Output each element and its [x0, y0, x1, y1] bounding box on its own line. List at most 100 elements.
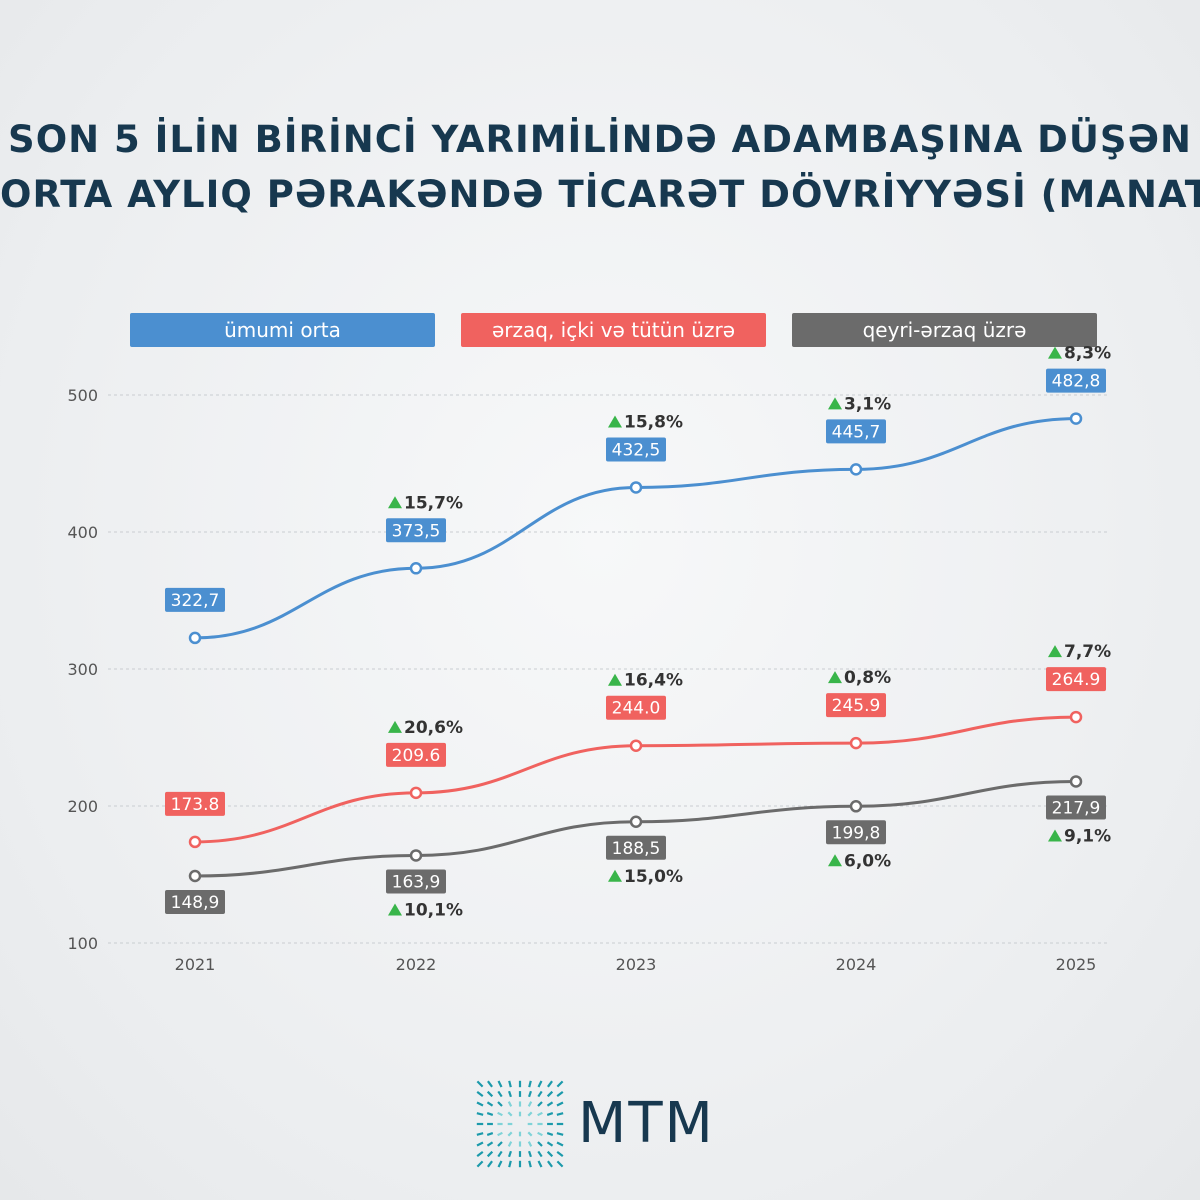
logo-ray [476, 1091, 484, 1097]
logo-ray [486, 1141, 494, 1147]
data-point [1069, 412, 1083, 425]
data-label: 188,5 [612, 839, 661, 859]
logo-ray [487, 1160, 493, 1168]
value-label-box [386, 869, 446, 894]
logo-ray [476, 1080, 484, 1088]
growth-label: 3,1% [844, 394, 891, 414]
logo-ray [476, 1141, 484, 1147]
logo-ray [537, 1101, 543, 1107]
data-label: 445,7 [832, 422, 881, 442]
logo-ray [486, 1101, 494, 1107]
growth-up-icon [828, 671, 842, 684]
growth-label: 16,4% [624, 671, 683, 691]
value-label-box [1046, 667, 1106, 692]
logo-ray [486, 1090, 494, 1098]
data-label: 373,5 [392, 521, 441, 541]
mtm-logo-mark-icon [476, 1080, 564, 1168]
growth-up-icon [388, 496, 402, 509]
data-label: 322,7 [171, 591, 220, 611]
title-line-2: ORTA AYLIQ PƏRAKƏNDƏ TİCARƏT DÖVRİYYƏSİ … [0, 173, 1200, 216]
logo-ray [486, 1150, 494, 1158]
data-point [188, 869, 202, 883]
value-label-box [606, 437, 666, 462]
value-label-box [606, 835, 666, 860]
logo-ray [546, 1112, 554, 1116]
logo-ray [476, 1151, 484, 1157]
data-point [849, 800, 863, 813]
logo-ray [546, 1150, 554, 1158]
logo-ray [497, 1150, 503, 1158]
logo-ray [537, 1090, 543, 1098]
data-point [188, 631, 202, 645]
logo-ray [508, 1160, 512, 1168]
value-label-box [1046, 368, 1106, 393]
growth-up-icon [1048, 346, 1062, 359]
logo-ray [507, 1141, 513, 1147]
logo-ray [486, 1132, 494, 1136]
logo-ray [528, 1150, 532, 1158]
data-label: 173.8 [171, 795, 220, 815]
growth-label: 20,6% [404, 718, 463, 738]
logo-ray [556, 1151, 564, 1157]
growth-label: 6,0% [844, 851, 891, 871]
growth-up-icon [388, 720, 402, 733]
logo-ray [497, 1080, 503, 1088]
data-label: 199,8 [832, 823, 881, 843]
legend-item-umumi-orta: ümumi orta [130, 313, 435, 347]
growth-label: 10,1% [404, 900, 463, 920]
data-label: 264.9 [1052, 670, 1101, 690]
data-point [1069, 775, 1083, 788]
logo-ray [537, 1111, 543, 1117]
x-tick-label: 2024 [836, 955, 877, 974]
value-label-box [386, 742, 446, 767]
growth-up-icon [608, 869, 622, 882]
logo-ray [497, 1111, 503, 1117]
growth-up-icon [608, 415, 622, 428]
legend-item-qeyri-erzaq: qeyri-ərzaq üzrə [792, 313, 1097, 347]
growth-up-icon [1048, 645, 1062, 658]
logo-ray [556, 1160, 564, 1168]
data-point [409, 562, 423, 575]
logo-ray [527, 1141, 533, 1147]
growth-up-icon [388, 903, 402, 916]
y-tick-label: 300 [67, 660, 98, 679]
data-point [1069, 710, 1083, 724]
logo-ray [527, 1131, 533, 1137]
logo-ray [546, 1132, 554, 1136]
value-label-box [386, 518, 446, 543]
data-label: 432,5 [612, 440, 661, 460]
logo-ray [497, 1090, 503, 1098]
logo-ray [537, 1080, 543, 1088]
logo-ray [547, 1160, 553, 1168]
data-point [629, 481, 643, 494]
logo-ray [528, 1160, 532, 1168]
logo-ray [546, 1090, 554, 1098]
logo-ray [497, 1101, 503, 1107]
data-label: 148,9 [171, 893, 220, 913]
x-tick-label: 2025 [1056, 955, 1097, 974]
data-label: 245.9 [832, 696, 881, 716]
data-point [188, 835, 202, 849]
logo-ray [537, 1160, 543, 1168]
legend-item-erzaq: ərzaq, içki və tütün üzrə [461, 313, 766, 347]
logo-ray [537, 1150, 543, 1158]
growth-up-icon [828, 854, 842, 867]
growth-label: 15,0% [624, 867, 683, 887]
value-label-box [826, 419, 886, 444]
logo-ray [537, 1131, 543, 1137]
series-line [194, 779, 1077, 878]
logo-ray [507, 1131, 513, 1137]
data-label: 217,9 [1052, 798, 1101, 818]
data-label: 209.6 [392, 746, 441, 766]
logo-ray [486, 1112, 494, 1116]
growth-label: 7,7% [1064, 642, 1111, 662]
logo-text: MTM [578, 1091, 715, 1156]
x-tick-label: 2022 [396, 955, 437, 974]
title-line-1: SON 5 İLİN BİRİNCİ YARIMİLİNDƏ ADAMBAŞIN… [8, 118, 1192, 161]
logo-ray [527, 1111, 533, 1117]
logo-ray [508, 1080, 512, 1088]
value-label-box [165, 791, 225, 816]
logo-ray [547, 1080, 553, 1088]
growth-up-icon [1048, 829, 1062, 842]
data-label: 482,8 [1052, 372, 1101, 392]
